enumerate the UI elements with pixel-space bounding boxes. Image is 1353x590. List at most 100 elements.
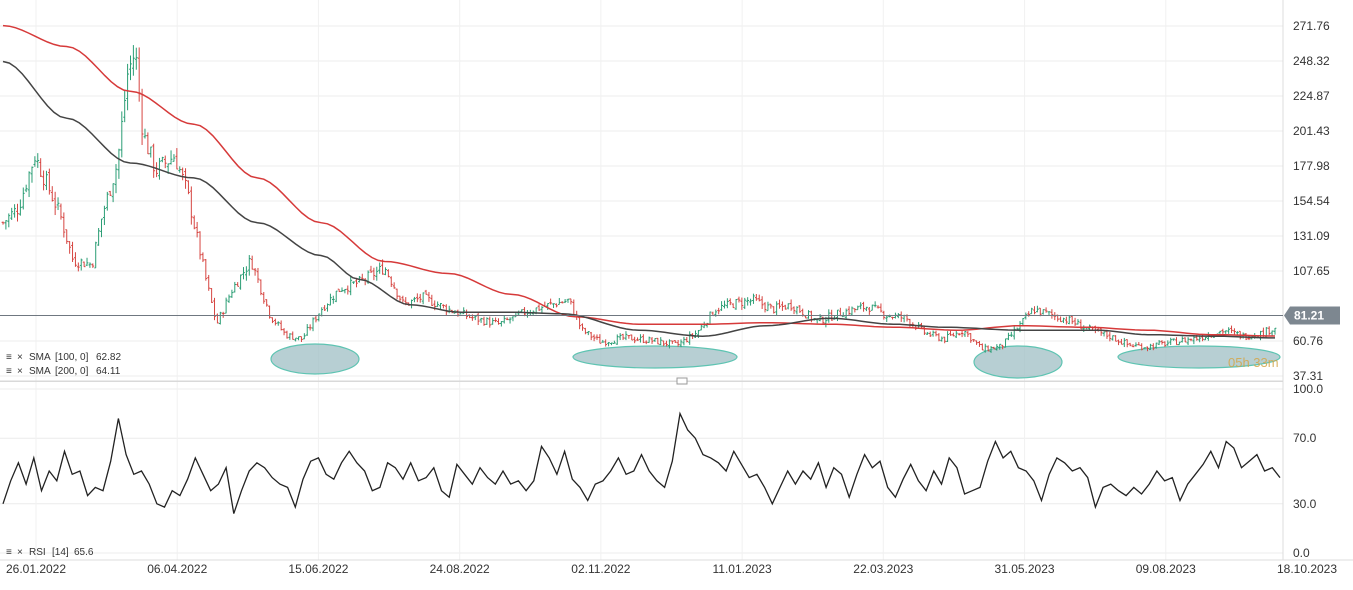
- legend-sma200-value: 64.11: [96, 366, 121, 377]
- pane-resize-handle[interactable]: [676, 377, 688, 385]
- candle: [7, 213, 11, 228]
- candle: [1004, 338, 1007, 348]
- candle: [1192, 335, 1196, 345]
- candle: [1189, 338, 1193, 342]
- candle: [723, 300, 726, 309]
- candle: [288, 333, 292, 340]
- close-icon[interactable]: ×: [17, 366, 23, 377]
- candle: [323, 305, 327, 311]
- candle: [372, 267, 376, 281]
- x-tick-label: 22.03.2023: [853, 562, 913, 576]
- candle: [479, 317, 483, 323]
- menu-icon[interactable]: ≡: [6, 352, 12, 363]
- candle: [1267, 326, 1271, 336]
- candle: [1, 221, 5, 225]
- candle: [1227, 327, 1231, 334]
- highlight-ellipse[interactable]: [270, 343, 360, 375]
- candle: [442, 304, 445, 309]
- candle: [1033, 306, 1036, 315]
- candle: [108, 190, 112, 196]
- close-icon[interactable]: ×: [17, 547, 23, 558]
- candle: [1172, 338, 1175, 341]
- candle: [975, 340, 978, 345]
- candle: [1134, 342, 1138, 347]
- candle: [789, 299, 793, 311]
- price-tick-label: 37.31: [1293, 369, 1323, 383]
- candle: [276, 321, 280, 326]
- candle: [268, 305, 271, 319]
- rsi-line: [2, 411, 1281, 514]
- highlight-ellipse[interactable]: [572, 345, 738, 369]
- close-icon[interactable]: ×: [17, 352, 23, 363]
- legend-rsi-value: 65.6: [74, 547, 94, 558]
- sma-layer: [2, 24, 1275, 339]
- candle: [184, 168, 187, 189]
- price-tick-label: 154.54: [1293, 194, 1330, 208]
- candle: [103, 205, 106, 226]
- candle: [966, 330, 970, 337]
- candle: [827, 309, 831, 323]
- candle: [71, 241, 74, 263]
- candle: [262, 291, 266, 304]
- candle: [1036, 305, 1039, 313]
- candle: [670, 340, 674, 344]
- price-tick-label: 201.43: [1293, 124, 1330, 138]
- candle: [413, 296, 416, 303]
- candle: [754, 293, 758, 301]
- candle: [656, 337, 660, 345]
- candle: [236, 282, 240, 287]
- x-tick-label: 15.06.2022: [288, 562, 348, 576]
- candle: [230, 289, 234, 298]
- candle: [546, 303, 550, 310]
- candle: [27, 171, 31, 198]
- candle: [850, 306, 854, 316]
- candle: [1062, 317, 1065, 323]
- candle: [891, 316, 894, 320]
- candle: [1044, 307, 1048, 313]
- candle: [569, 298, 573, 305]
- legend-sma100[interactable]: ≡ × SMA [100, 0] 62.82: [6, 352, 121, 363]
- pane-separator[interactable]: [0, 380, 1283, 383]
- highlight-ellipse[interactable]: [973, 345, 1063, 379]
- candle: [384, 267, 387, 276]
- candle: [36, 153, 40, 168]
- candle: [305, 324, 309, 336]
- candle: [560, 301, 564, 304]
- candle: [798, 305, 802, 313]
- candle: [769, 303, 773, 309]
- candle: [33, 156, 37, 167]
- candle: [68, 241, 72, 254]
- candle: [126, 63, 129, 111]
- highlight-ellipse[interactable]: [1117, 345, 1281, 369]
- candle: [294, 337, 298, 342]
- candle: [218, 311, 222, 325]
- x-tick-label: 09.08.2023: [1136, 562, 1196, 576]
- price-tick-label: 224.87: [1293, 89, 1330, 103]
- candle: [1114, 335, 1118, 342]
- candle: [227, 294, 231, 303]
- candle: [47, 168, 51, 195]
- candle: [491, 317, 495, 325]
- candle: [644, 340, 648, 345]
- candle: [604, 339, 608, 347]
- candle: [4, 220, 8, 230]
- candle: [16, 203, 19, 222]
- legend-sma200[interactable]: ≡ × SMA [200, 0] 64.11: [6, 366, 121, 377]
- candle: [120, 111, 124, 158]
- candle: [1146, 346, 1149, 352]
- candle: [250, 255, 254, 270]
- last-price-tag: 81.21: [0, 306, 1340, 325]
- menu-icon[interactable]: ≡: [6, 366, 12, 377]
- candle: [972, 339, 976, 342]
- candle: [963, 330, 967, 337]
- candle: [178, 166, 182, 173]
- candle: [45, 170, 48, 191]
- legend-rsi[interactable]: ≡ × RSI [14] 65.6: [6, 547, 94, 558]
- legend-sma100-params: [100, 0]: [55, 352, 89, 363]
- candle: [937, 333, 941, 342]
- candle: [1120, 338, 1123, 345]
- rsi-tick-label: 30.0: [1293, 497, 1317, 511]
- candle: [273, 318, 277, 326]
- candle: [1273, 327, 1277, 335]
- menu-icon[interactable]: ≡: [6, 547, 12, 558]
